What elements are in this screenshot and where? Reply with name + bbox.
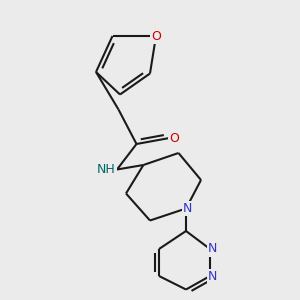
Text: O: O xyxy=(151,29,161,43)
Text: NH: NH xyxy=(97,163,116,176)
Text: N: N xyxy=(208,242,217,256)
Text: N: N xyxy=(208,269,217,283)
Text: N: N xyxy=(183,202,192,215)
Text: O: O xyxy=(169,131,179,145)
